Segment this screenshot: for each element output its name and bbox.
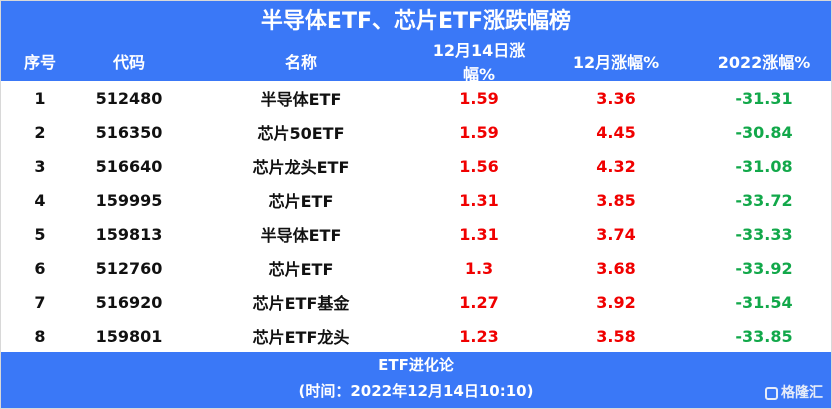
footer-source: ETF进化论 — [378, 356, 454, 374]
cell-index: 2 — [34, 122, 46, 142]
cell-name: 芯片50ETF — [257, 124, 345, 143]
column-header-code: 代码 — [112, 53, 145, 72]
cell-day-change: 1.59 — [459, 88, 499, 108]
table-row: 3 516640 芯片龙头ETF 1.56 4.32 -31.08 — [1, 149, 831, 183]
footer: ETF进化论 (时间：2022年12月14日10:10) 格隆汇 — [1, 352, 831, 408]
cell-name: 芯片龙头ETF — [252, 158, 350, 177]
header-row: 序号 代码 名称 12月14日涨幅% 12月涨幅% 2022涨幅% — [1, 41, 831, 84]
cell-year-change: -31.31 — [735, 88, 793, 108]
cell-year-change: -33.85 — [735, 326, 793, 346]
cell-month-change: 3.74 — [596, 224, 636, 244]
cell-name: 芯片ETF基金 — [252, 294, 350, 313]
cell-month-change: 4.45 — [596, 122, 636, 142]
cell-name: 半导体ETF — [260, 90, 342, 109]
cell-day-change: 1.31 — [459, 190, 499, 210]
cell-code: 516920 — [95, 292, 163, 312]
cell-name: 半导体ETF — [260, 226, 342, 245]
cell-year-change: -33.92 — [735, 258, 793, 278]
cell-code: 512480 — [95, 88, 163, 108]
cell-code: 159995 — [95, 190, 163, 210]
column-header-month-change: 12月涨幅% — [572, 53, 660, 72]
cell-day-change: 1.31 — [459, 224, 499, 244]
cell-index: 5 — [34, 224, 46, 244]
cell-day-change: 1.59 — [459, 122, 499, 142]
cell-month-change: 4.32 — [596, 156, 636, 176]
table-row: 4 159995 芯片ETF 1.31 3.85 -33.72 — [1, 183, 831, 217]
table-title: 半导体ETF、芯片ETF涨跌幅榜 — [1, 1, 831, 41]
logo-icon — [765, 386, 778, 400]
column-header-name: 名称 — [284, 53, 317, 72]
cell-day-change: 1.56 — [459, 156, 499, 176]
cell-index: 6 — [34, 258, 46, 278]
table-row: 5 159813 半导体ETF 1.31 3.74 -33.33 — [1, 217, 831, 251]
cell-index: 3 — [34, 156, 46, 176]
table-row: 1 512480 半导体ETF 1.59 3.36 -31.31 — [1, 81, 831, 115]
cell-month-change: 3.85 — [596, 190, 636, 210]
cell-year-change: -30.84 — [735, 122, 793, 142]
cell-index: 7 — [34, 292, 46, 312]
footer-time: (时间：2022年12月14日10:10) — [298, 382, 534, 400]
cell-name: 芯片ETF — [268, 192, 334, 211]
watermark-logo: 格隆汇 — [765, 380, 823, 406]
cell-year-change: -33.72 — [735, 190, 793, 210]
cell-code: 516350 — [95, 122, 163, 142]
table-row: 8 159801 芯片ETF龙头 1.23 3.58 -33.85 — [1, 319, 831, 353]
table-row: 2 516350 芯片50ETF 1.59 4.45 -30.84 — [1, 115, 831, 149]
cell-month-change: 3.92 — [596, 292, 636, 312]
cell-year-change: -33.33 — [735, 224, 793, 244]
cell-day-change: 1.3 — [464, 258, 494, 278]
cell-name: 芯片ETF — [268, 260, 334, 279]
cell-index: 1 — [34, 88, 46, 108]
cell-name: 芯片ETF龙头 — [252, 328, 350, 347]
cell-index: 4 — [34, 190, 46, 210]
cell-code: 516640 — [95, 156, 163, 176]
table-row: 6 512760 芯片ETF 1.3 3.68 -33.92 — [1, 251, 831, 285]
cell-year-change: -31.54 — [735, 292, 793, 312]
watermark-text: 格隆汇 — [781, 385, 823, 401]
cell-code: 512760 — [95, 258, 163, 278]
cell-year-change: -31.08 — [735, 156, 793, 176]
table-body: 1 512480 半导体ETF 1.59 3.36 -31.31 2 516350 芯片50ET… — [1, 81, 831, 353]
table-row: 7 516920 芯片ETF基金 1.27 3.92 -31.54 — [1, 285, 831, 319]
cell-month-change: 3.68 — [596, 258, 636, 278]
cell-day-change: 1.27 — [459, 292, 499, 312]
cell-code: 159813 — [95, 224, 163, 244]
column-header-day-change: 12月14日涨幅% — [432, 41, 526, 84]
cell-month-change: 3.36 — [596, 88, 636, 108]
cell-day-change: 1.23 — [459, 326, 499, 346]
column-header-index: 序号 — [23, 53, 56, 72]
cell-code: 159801 — [95, 326, 163, 346]
column-header-year-change: 2022涨幅% — [717, 53, 811, 72]
cell-month-change: 3.58 — [596, 326, 636, 346]
cell-index: 8 — [34, 326, 46, 346]
